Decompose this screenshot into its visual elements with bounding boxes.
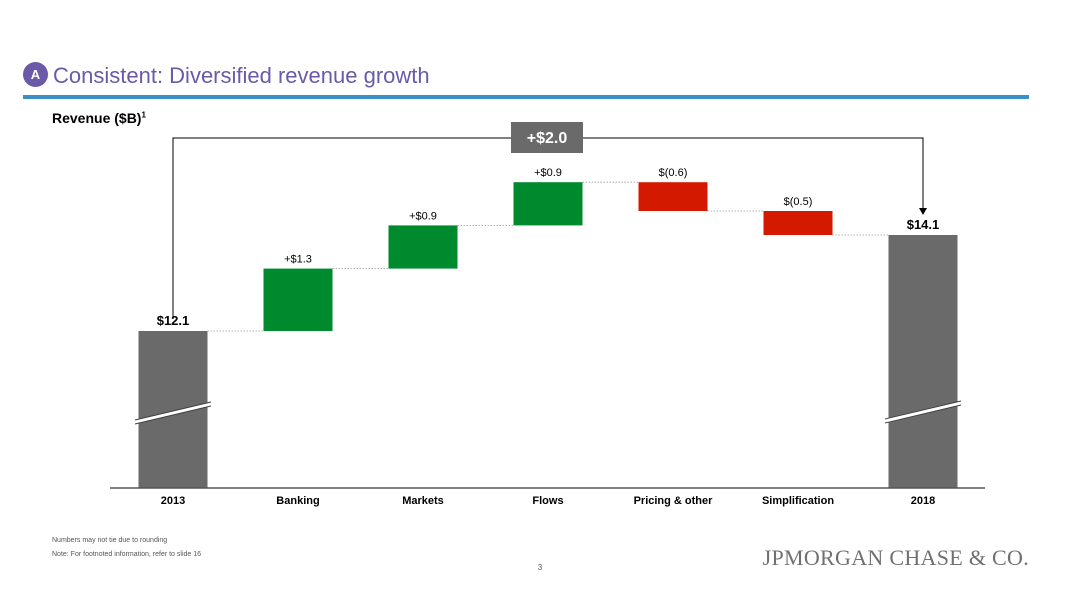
category-label: Simplification [762,495,834,507]
data-label: $(0.6) [659,167,688,179]
section-badge: A [23,62,48,87]
data-label: +$0.9 [409,210,437,222]
category-label: Flows [532,495,563,507]
footnote-reference: Note: For footnoted information, refer t… [52,551,202,558]
company-logo: JPMORGAN CHASE & CO. [762,545,1029,570]
category-label: Markets [402,495,444,507]
total-change-label: +$2.0 [527,130,568,147]
axis-break-line [134,405,212,425]
axis-break-line [884,400,962,420]
data-label: $12.1 [157,313,190,328]
data-label: $14.1 [907,217,940,232]
chart-title-footnote-marker: 1 [141,110,146,120]
data-label: +$0.9 [534,167,562,179]
data-label: +$1.3 [284,254,312,266]
category-label: 2018 [911,495,935,507]
chart-title-text: Revenue ($B) [52,110,142,126]
chart-title: Revenue ($B)1 [52,110,146,126]
axis-break-gap [885,401,961,423]
total-change-box [511,122,583,153]
category-label: Banking [276,495,319,507]
axis-break-gap [135,402,211,424]
category-label: 2013 [161,495,185,507]
title-divider [23,95,1029,99]
page-number: 3 [537,563,543,572]
bar-simplification [763,211,833,235]
bar-2018 [888,235,958,488]
category-label: Pricing & other [634,495,714,507]
slide-title: Consistent: Diversified revenue growth [53,63,430,88]
rounding-note: Numbers may not tie due to rounding [52,537,168,544]
bar-markets [388,225,458,269]
data-label: $(0.5) [784,196,813,208]
axis-break-line [884,404,962,424]
bar-flows [513,182,583,226]
bar-pricing-other [638,182,708,211]
axis-break-line [134,401,212,421]
bracket-arrowhead [919,208,927,215]
bar-banking [263,268,333,331]
